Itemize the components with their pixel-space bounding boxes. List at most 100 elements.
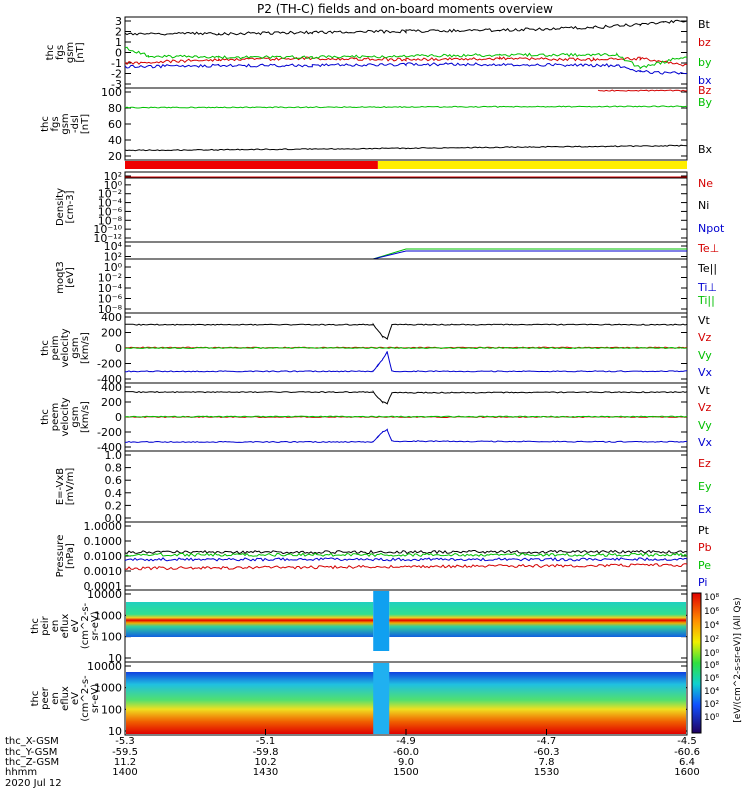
- x-tick-label: 6.4: [679, 757, 695, 768]
- panel-peer: 10000 1000 100 10 thc peer en eflux eV (cm^2-s-sr…: [30, 660, 688, 738]
- x-tick-label: -5.1: [256, 736, 276, 747]
- y-axis-label: Density: [55, 188, 66, 226]
- panel-frame: [124, 16, 688, 89]
- y-tick-label: 1: [115, 36, 122, 49]
- y-tick-label: -400: [97, 373, 122, 386]
- y-tick-label: 0: [115, 342, 122, 355]
- legend-ne: Ne: [698, 177, 713, 190]
- y-axis-label: eflux: [60, 614, 71, 639]
- legend-vy: Vy: [698, 349, 712, 362]
- legend-pi: Pi: [698, 576, 707, 589]
- colorbar-gradient: [691, 592, 702, 734]
- y-tick-label: 10⁻¹²: [93, 232, 122, 245]
- y-tick-label: 1000: [94, 609, 122, 622]
- y-tick-label: 10: [108, 725, 122, 738]
- mode-bar-slow: [125, 161, 378, 169]
- y-axis-label: (cm^2-s-: [80, 602, 91, 649]
- panel-frame: [124, 450, 688, 523]
- y-axis-label: E=-VxB: [55, 468, 66, 505]
- y-axis-label: sr-eV): [90, 611, 101, 640]
- legend-ez: Ez: [698, 457, 711, 470]
- y-axis-label: eflux: [60, 686, 71, 711]
- panel-peem: 400 200 0 -200 -400 thc peem velocity gsm [km/s] V…: [40, 381, 713, 454]
- series-vx: [124, 428, 688, 443]
- y-tick-label: 40: [108, 134, 122, 147]
- y-axis-label: [nT]: [80, 114, 91, 134]
- y-tick-label: 10⁻⁶: [98, 205, 123, 218]
- legend-pe: Pe: [698, 559, 711, 572]
- y-tick-label: 200: [101, 396, 122, 409]
- y-axis-label: fgs: [55, 45, 66, 60]
- y-axis-label: en: [50, 692, 61, 705]
- legend-bx: Bx: [698, 143, 713, 156]
- series-bx: [124, 144, 688, 152]
- y-tick-label: 20: [108, 150, 122, 163]
- series-vy: [124, 346, 688, 350]
- y-tick-label: 0: [115, 47, 122, 60]
- y-tick-label: 10: [108, 652, 122, 665]
- y-tick-label: 60: [108, 118, 122, 131]
- y-tick-label: 1000: [94, 682, 122, 695]
- colorbar-tick-label: 10⁴: [704, 621, 719, 631]
- legend-te⊥: Te⊥: [697, 242, 719, 255]
- series-pi: [124, 557, 688, 562]
- colorbar: 10⁸ 10⁸ 10⁶ 10⁶ 10⁴ 10⁴ 10² 10² 10⁰ 10⁰ [eV/(cm^2-…: [691, 592, 743, 734]
- spectrogram-band: [126, 672, 686, 734]
- y-tick-label: 2: [115, 26, 122, 39]
- mode-bar-fast: [377, 161, 687, 169]
- legend-vx: Vx: [698, 366, 713, 379]
- y-tick-label: 0.4: [105, 487, 123, 500]
- y-axis-label: gsm: [65, 42, 76, 63]
- y-tick-label: 100: [101, 703, 122, 716]
- panel-peir: 10000 1000 100 10 thc peir en eflux eV (cm^2-s-sr…: [30, 588, 688, 665]
- x-row-label: thc_X-GSM: [5, 736, 59, 747]
- y-axis-label: peir: [40, 615, 51, 635]
- legend-vx: Vx: [698, 436, 713, 449]
- series-vt: [125, 389, 688, 405]
- y-axis-label: peim: [50, 335, 61, 360]
- y-tick-label: 80: [108, 102, 122, 115]
- spectrogram-band: [389, 602, 686, 637]
- y-axis-label: [km/s]: [80, 332, 91, 364]
- legend-by: By: [698, 96, 713, 109]
- y-axis-label: Pressure: [55, 535, 66, 578]
- y-axis-label: eV: [70, 619, 81, 632]
- series-ti-par: [373, 248, 687, 260]
- date-label: 2020 Jul 12: [5, 778, 62, 789]
- y-axis-label: -dsl: [70, 115, 81, 133]
- y-axis-label: thc: [30, 618, 41, 634]
- x-tick-label: -59.5: [112, 747, 138, 758]
- y-tick-label: 10⁴: [104, 240, 123, 253]
- legend-vz: Vz: [698, 331, 712, 344]
- legend-ni: Ni: [698, 199, 709, 212]
- legend-te||: Te||: [697, 262, 717, 275]
- series-pt: [124, 549, 687, 555]
- x-tick-label: -59.8: [253, 747, 279, 758]
- panel-frame: [124, 241, 688, 314]
- x-tick-label: -60.3: [534, 747, 560, 758]
- colorbar-tick-label: 10²: [704, 700, 719, 710]
- x-tick-label: 1600: [674, 767, 699, 778]
- y-tick-label: 10⁻⁸: [98, 303, 123, 316]
- y-tick-label: 10⁻⁶: [98, 293, 123, 306]
- series-by: [124, 46, 688, 70]
- x-tick-label: 10.2: [254, 757, 276, 768]
- legend-ex: Ex: [698, 503, 712, 516]
- y-tick-label: -2: [111, 68, 122, 81]
- series-bz: [597, 89, 688, 92]
- y-axis-label: thc: [40, 409, 51, 425]
- y-tick-label: 10000: [87, 660, 122, 673]
- y-tick-label: -200: [97, 426, 122, 439]
- colorbar-tick-label: 10⁴: [704, 687, 719, 697]
- series-vx: [124, 351, 688, 373]
- y-tick-label: 10⁻⁴: [98, 197, 123, 210]
- y-axis-label: thc: [45, 45, 56, 61]
- x-tick-label: 9.0: [398, 757, 414, 768]
- panel-efield: 1.00.80.60.40.20.0 E=-VxB [mV/m] Ez Ey Ex: [55, 449, 712, 525]
- series-vt: [125, 322, 688, 340]
- y-tick-label: -200: [97, 358, 122, 371]
- y-axis-label: [nPa]: [65, 543, 76, 569]
